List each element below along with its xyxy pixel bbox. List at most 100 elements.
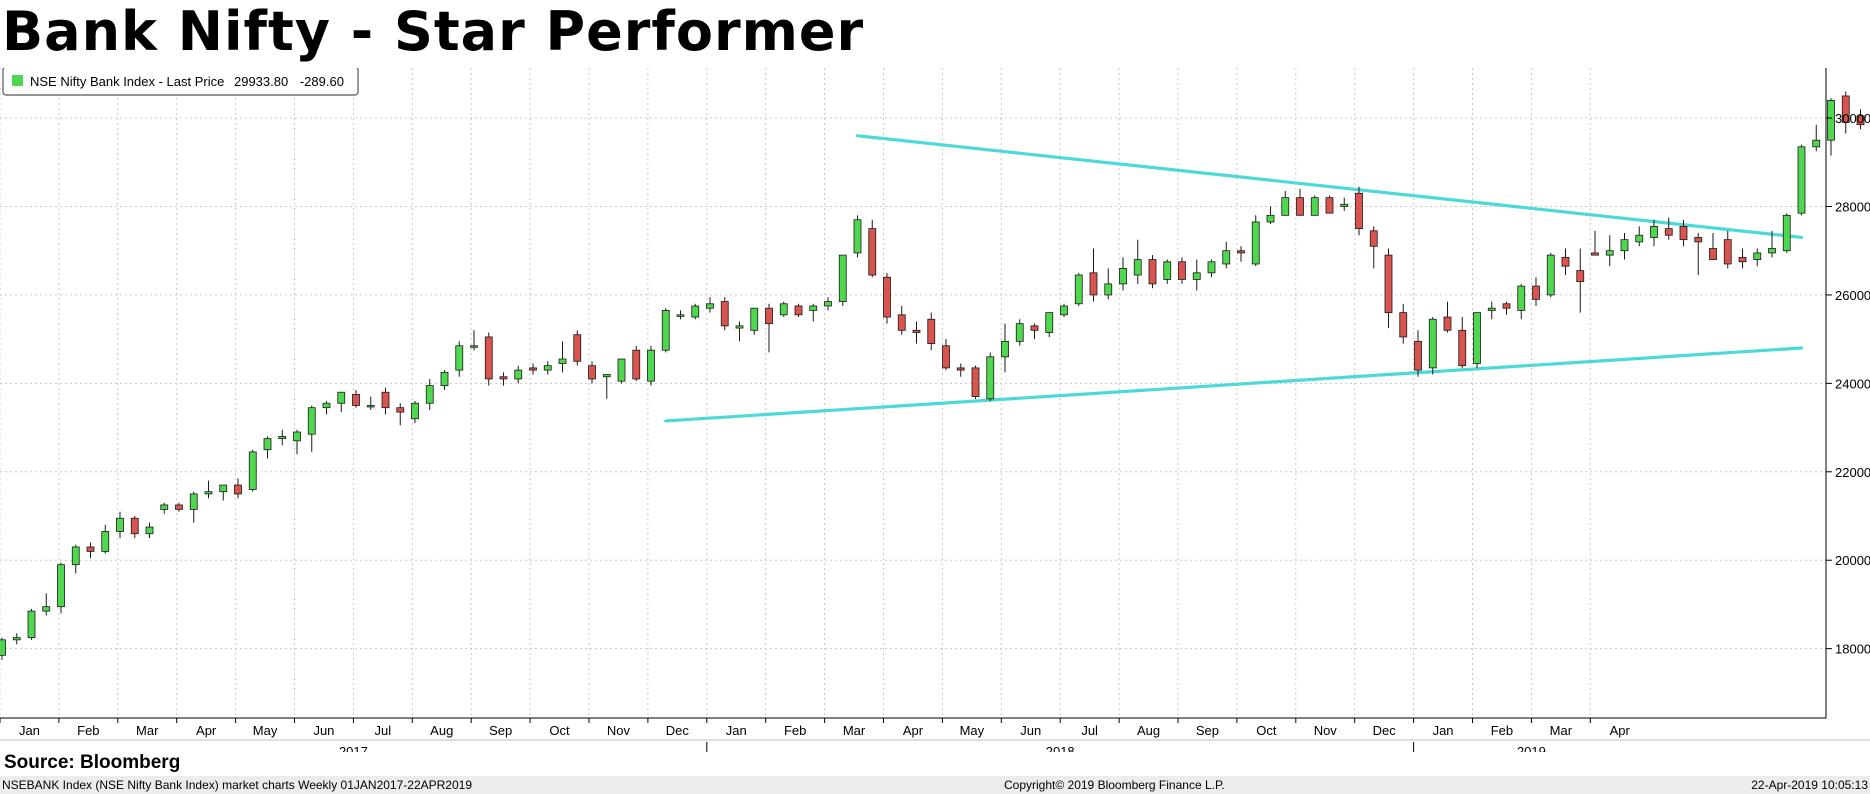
candle-body-up — [1104, 283, 1113, 296]
candle — [1178, 257, 1186, 284]
candle — [1281, 191, 1290, 216]
candle-body-up — [160, 504, 169, 510]
candle-body-up — [1192, 272, 1201, 280]
candle-body-down — [883, 276, 891, 318]
candle — [1458, 317, 1467, 368]
year-label: 2018 — [1046, 744, 1075, 752]
candle — [1030, 323, 1039, 340]
plot-area — [0, 68, 1826, 718]
candle — [1487, 301, 1496, 320]
candle-body-up — [1782, 214, 1791, 252]
candle-body-up — [263, 438, 272, 451]
candle-body-down — [927, 318, 936, 344]
candle — [986, 352, 995, 402]
candle-body-up — [219, 484, 228, 493]
candle-body-up — [691, 305, 700, 318]
candle-body-down — [1694, 237, 1703, 243]
candle-body-up — [1650, 225, 1658, 238]
candle-body-up — [838, 254, 847, 302]
candle-body-down — [956, 367, 965, 371]
candle-body-up — [514, 369, 523, 380]
candle — [927, 312, 936, 351]
candle — [381, 387, 390, 415]
svg-text:NSE Nifty Bank Index - Last Pr: NSE Nifty Bank Index - Last Price 29933.… — [30, 74, 344, 89]
candle — [1443, 301, 1452, 333]
candle-body-up — [750, 307, 759, 331]
candle-body-down — [234, 484, 242, 495]
candle-body-up — [1310, 197, 1319, 216]
candle-body-down — [1664, 228, 1673, 236]
candle-body-up — [42, 606, 51, 612]
candle — [440, 370, 449, 390]
candle — [499, 372, 508, 386]
x-tick-label: Nov — [607, 723, 631, 738]
candle — [1325, 195, 1334, 214]
x-tick-label: Jul — [375, 723, 392, 738]
candle-body-up — [307, 407, 316, 435]
candle-body-down — [1679, 225, 1688, 241]
candle-body-up — [57, 564, 65, 608]
candle — [1266, 206, 1275, 225]
candle — [897, 305, 906, 335]
year-label: 2017 — [339, 744, 368, 752]
candle — [455, 341, 464, 377]
candle — [425, 378, 434, 410]
y-tick-label: 24000 — [1835, 376, 1870, 391]
x-tick-label: May — [253, 723, 278, 738]
candle — [558, 341, 567, 373]
candle — [912, 321, 921, 344]
x-tick-label: Mar — [1550, 723, 1573, 738]
candle — [514, 365, 523, 384]
candle-body-down — [1591, 252, 1599, 256]
candle-body-up — [293, 431, 301, 442]
trendline — [664, 346, 1804, 423]
candle — [529, 363, 537, 375]
candle-body-down — [1709, 248, 1717, 260]
candle — [1045, 312, 1054, 337]
candle-body-up — [337, 391, 346, 404]
candle-body-up — [1222, 250, 1231, 265]
candle — [1679, 219, 1688, 247]
candle-body-down — [1384, 254, 1393, 314]
footer-description: NSEBANK Index (NSE Nifty Bank Index) mar… — [2, 778, 472, 792]
candle — [1635, 226, 1644, 247]
candle-body-up — [425, 385, 434, 404]
x-tick-label: Jan — [19, 723, 40, 738]
candle-body-up — [853, 219, 862, 254]
candle — [956, 363, 965, 377]
legend-label: NSE Nifty Bank Index - Last Price — [30, 74, 224, 89]
candle — [1620, 233, 1629, 260]
x-tick-label: Sep — [489, 723, 512, 738]
candle — [352, 390, 360, 408]
candle-body-down — [1030, 325, 1039, 331]
x-tick-label: Apr — [196, 723, 217, 738]
candle-body-down — [1296, 197, 1304, 216]
candle-body-down — [1576, 270, 1585, 283]
candle — [824, 297, 832, 311]
candle — [0, 637, 6, 660]
candle — [1001, 323, 1009, 373]
candle-body-up — [470, 345, 478, 348]
candle — [1576, 248, 1585, 313]
candle-body-down — [529, 367, 537, 371]
x-tick-label: Mar — [843, 723, 866, 738]
x-tick-label: Apr — [1610, 723, 1631, 738]
candle-body-down — [1532, 285, 1540, 300]
candle — [1355, 186, 1363, 236]
y-tick-label: 28000 — [1835, 199, 1870, 214]
x-tick-label: Oct — [549, 723, 570, 738]
candle — [1192, 259, 1201, 291]
candle-body-up — [1753, 252, 1762, 260]
candle — [1797, 144, 1806, 216]
candle-body-down — [1561, 256, 1570, 267]
candle-body-down — [942, 345, 950, 369]
page-title: Bank Nifty - Star Performer — [2, 0, 865, 63]
candle-body-up — [661, 310, 670, 351]
x-tick-label: Dec — [1373, 723, 1397, 738]
candle-body-down — [1841, 95, 1850, 123]
candle — [411, 401, 419, 424]
candle — [1251, 215, 1260, 267]
candle — [278, 429, 287, 446]
candle-body-up — [1074, 274, 1083, 305]
candle-body-up — [440, 371, 449, 386]
